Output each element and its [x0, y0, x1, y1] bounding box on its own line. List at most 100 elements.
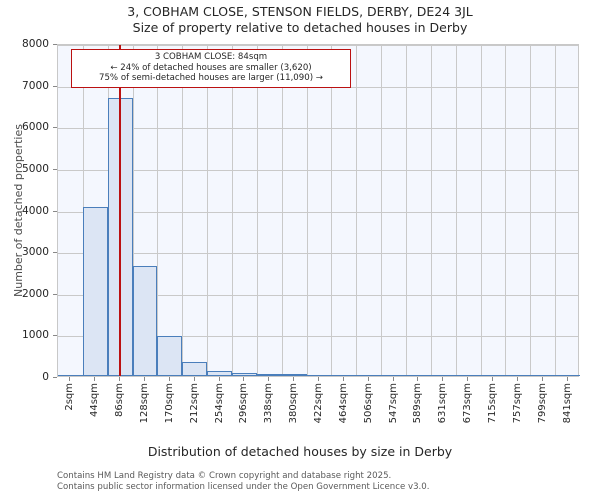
x-axis-tick-label: 715sqm [487, 383, 498, 424]
page-title: 3, COBHAM CLOSE, STENSON FIELDS, DERBY, … [127, 4, 473, 19]
y-axis-tick-mark [53, 252, 57, 254]
x-axis-tick-label: 338sqm [263, 383, 275, 424]
grid-line-vertical [381, 45, 383, 376]
grid-line-vertical [455, 45, 457, 376]
x-axis-tick-mark [492, 377, 493, 381]
x-axis-tick-label: 673sqm [462, 383, 474, 424]
bar [281, 374, 307, 376]
grid-line-vertical [530, 45, 532, 376]
x-axis-tick-label: 589sqm [412, 383, 424, 424]
x-axis-tick-label: 2sqm [64, 383, 76, 411]
bar [381, 375, 406, 376]
bar [356, 375, 382, 376]
x-axis-tick-mark [193, 377, 195, 381]
bar [455, 375, 481, 376]
bar [505, 375, 531, 376]
credits: Contains HM Land Registry data © Crown c… [57, 471, 429, 492]
y-axis-tick-label: 8000 [22, 38, 49, 50]
x-axis-tick-label: 44sqm [89, 383, 101, 418]
y-axis-tick-mark [53, 127, 57, 129]
grid-line-vertical [331, 45, 333, 376]
y-axis-tick-mark [53, 210, 57, 212]
credits-line-1: Contains HM Land Registry data © Crown c… [57, 471, 392, 481]
x-axis-tick-label: 506sqm [362, 383, 374, 424]
bar [232, 373, 257, 376]
x-axis-tick-label: 631sqm [437, 383, 449, 424]
x-axis-tick-mark [417, 377, 419, 381]
y-axis-tick-label: 0 [42, 371, 49, 383]
x-axis-tick-label: 128sqm [139, 383, 150, 424]
grid-line-vertical [232, 45, 233, 376]
x-axis-tick-mark [268, 377, 270, 381]
x-axis-tick-mark [119, 377, 121, 381]
x-axis-tick-label: 254sqm [213, 383, 225, 424]
grid-line-vertical [182, 45, 184, 376]
grid-line-vertical [281, 45, 283, 376]
bar [82, 207, 108, 376]
x-axis-tick-label: 547sqm [387, 383, 399, 424]
y-axis-title: Number of detached properties [12, 124, 25, 297]
grid-line-vertical [505, 45, 507, 376]
grid-line-vertical [207, 45, 209, 376]
grid-line-vertical [306, 45, 308, 376]
x-axis-tick-label: 380sqm [288, 383, 300, 424]
annotation-line-1: 3 COBHAM CLOSE: 84sqm [154, 52, 268, 62]
grid-line-horizontal [58, 128, 578, 130]
bar [480, 375, 506, 376]
x-axis-tick-mark [367, 377, 369, 381]
chart-titles: 3, COBHAM CLOSE, STENSON FIELDS, DERBY, … [0, 0, 600, 36]
grid-line-vertical [480, 45, 482, 376]
grid-line-horizontal [58, 294, 578, 296]
grid-line-vertical [406, 45, 407, 376]
x-axis-tick-mark [168, 377, 170, 381]
grid-line-vertical [157, 45, 159, 376]
grid-line-horizontal [58, 169, 578, 171]
x-axis-tick-mark [442, 377, 444, 381]
y-axis-tick-label: 2000 [22, 287, 49, 300]
bar [256, 374, 282, 376]
x-axis-tick-label: 296sqm [238, 383, 250, 424]
credits-line-2: Contains public sector information licen… [57, 481, 430, 492]
x-axis-tick-mark [69, 377, 71, 381]
x-axis-tick-mark [144, 377, 145, 381]
bar [132, 265, 158, 376]
y-axis-tick-label: 4000 [22, 204, 49, 217]
grid-line-vertical [356, 45, 358, 376]
y-axis-tick-mark [53, 44, 57, 45]
chart-subtitle: Size of property relative to detached ho… [132, 20, 468, 35]
bar [207, 370, 232, 376]
x-axis-tick-label: 86sqm [114, 383, 126, 418]
bar [306, 375, 332, 376]
x-axis-tick-mark [342, 377, 344, 381]
x-axis-tick-label: 841sqm [561, 383, 573, 424]
annotation-line-2: ← 24% of detached houses are smaller (3,… [110, 62, 312, 73]
bar [331, 375, 357, 376]
y-axis-tick-label: 7000 [22, 79, 49, 92]
bar [530, 375, 556, 376]
property-marker-line [119, 45, 121, 376]
x-axis-tick-label: 464sqm [337, 383, 349, 424]
y-axis-tick-mark [53, 293, 57, 295]
grid-line-vertical [256, 45, 258, 376]
grid-line-horizontal [58, 253, 578, 255]
grid-line-vertical [430, 45, 432, 376]
bar [406, 375, 431, 376]
x-axis-tick-label: 212sqm [188, 383, 200, 424]
y-axis-tick-mark [53, 168, 57, 170]
x-axis-tick-label: 757sqm [511, 383, 523, 424]
property-annotation-box: 3 COBHAM CLOSE: 84sqm ← 24% of detached … [71, 49, 351, 88]
x-axis-tick-mark [293, 377, 295, 381]
grid-line-vertical [132, 45, 134, 376]
bar [555, 375, 580, 376]
x-axis-tick-mark [541, 377, 543, 381]
bar [157, 336, 183, 376]
bar [182, 361, 208, 376]
x-axis-tick-label: 170sqm [163, 383, 175, 424]
grid-line-horizontal [58, 211, 578, 213]
x-axis-tick-mark [467, 377, 469, 381]
y-axis-tick-label: 6000 [22, 121, 49, 134]
x-axis-tick-mark [566, 377, 568, 381]
y-axis-tick-mark [53, 377, 57, 378]
x-axis-tick-label: 422sqm [313, 383, 324, 424]
y-axis-tick-mark [53, 335, 57, 337]
